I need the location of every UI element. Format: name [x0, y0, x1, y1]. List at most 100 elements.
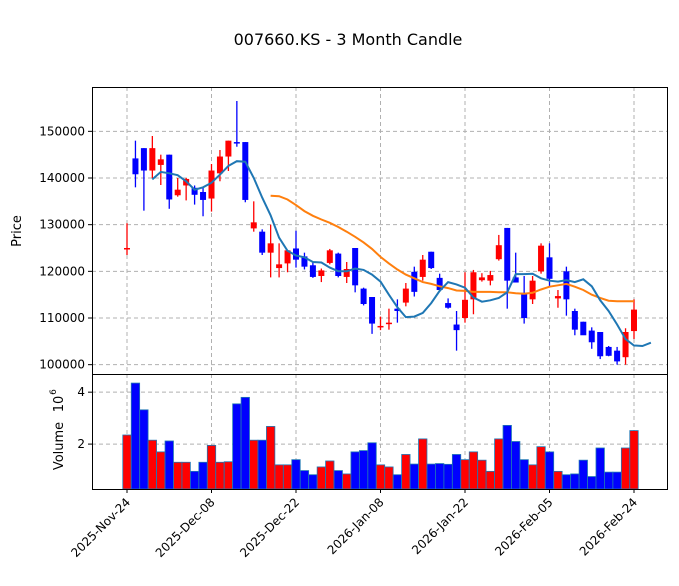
x-tick-label: 2025-Nov-24 [68, 495, 133, 560]
volume-bar [485, 470, 495, 490]
candle [360, 288, 367, 304]
candle [445, 303, 452, 308]
volume-bar [494, 438, 504, 490]
moving-average-lines [151, 160, 652, 348]
candle [369, 297, 376, 324]
volume-bar [578, 459, 588, 490]
candle [318, 270, 325, 276]
x-tick-label: 2026-Jan-22 [409, 495, 471, 557]
volume-bar [409, 463, 419, 490]
volume-bar [468, 451, 479, 490]
price-tick-label: 110000 [39, 311, 85, 325]
volume-bar [401, 454, 411, 490]
volume-bar [181, 461, 191, 490]
candle [301, 256, 308, 267]
volume-bar [325, 460, 335, 490]
x-tick-label: 2025-Dec-22 [237, 495, 302, 560]
volume-bar [147, 439, 157, 490]
candle [419, 259, 426, 277]
candle [191, 187, 198, 195]
volume-tick-label: 4 [77, 385, 85, 399]
candle [174, 189, 181, 196]
volume-bar [595, 447, 605, 490]
volume-bar [156, 451, 166, 490]
price-tick-label: 130000 [39, 218, 85, 232]
candle [453, 324, 460, 331]
volume-bar [249, 439, 259, 490]
volume-label-text: Volume [52, 422, 67, 470]
candle [377, 325, 384, 328]
volume-bar [122, 434, 132, 490]
volume-bar [358, 450, 369, 490]
volume-bar [367, 442, 377, 490]
candle [233, 142, 240, 144]
volume-bar [308, 474, 318, 490]
volume-bar [282, 464, 293, 490]
candle [462, 299, 468, 318]
volume-bar [342, 473, 352, 490]
volume-bar [612, 471, 622, 490]
volume-bar [553, 470, 563, 490]
x-tick-label: 2026-Jan-08 [325, 495, 387, 557]
volume-bar [299, 470, 310, 490]
volume-bar [629, 430, 639, 490]
price-y-axis: 100000 110000 120000 130000 140000 150000 [39, 124, 92, 372]
volume-bar [198, 461, 208, 490]
chart-title: 007660.KS - 3 Month Candle [234, 30, 463, 49]
candle [293, 248, 299, 260]
price-tick-label: 140000 [39, 171, 85, 185]
candle [580, 321, 587, 336]
candle [554, 296, 561, 299]
volume-bar [130, 382, 141, 490]
volume-bar [375, 464, 386, 490]
volume-bar [570, 473, 580, 490]
volume-bar [384, 466, 394, 490]
x-tick-label: 2025-Dec-08 [153, 495, 218, 560]
candle [402, 288, 409, 303]
volume-bar [443, 463, 453, 490]
candle [343, 269, 350, 277]
volume-bar [561, 474, 572, 490]
volume-bar [333, 470, 343, 490]
candle [487, 275, 494, 281]
volume-bar [620, 447, 631, 490]
volume-bar [451, 454, 462, 490]
candle [529, 280, 536, 300]
candle [631, 309, 637, 332]
price-tick-label: 100000 [39, 358, 85, 372]
volume-bar [257, 439, 267, 490]
candle [614, 350, 621, 362]
candle [563, 271, 570, 300]
candle [200, 192, 207, 200]
volume-bar [223, 461, 233, 490]
candle [597, 332, 604, 357]
candle [512, 277, 519, 283]
candle [124, 248, 130, 250]
volume-bar [528, 464, 538, 490]
candle [216, 156, 223, 174]
volume-y-axis: 24 [77, 385, 92, 451]
candle [149, 148, 156, 171]
volume-bar [189, 470, 200, 490]
volume-bar [426, 463, 436, 490]
price-y-label: Price [10, 215, 25, 247]
volume-bar [435, 463, 445, 490]
candle [436, 277, 443, 290]
volume-bar [519, 459, 529, 490]
x-tick-label: 2026-Feb-24 [577, 495, 640, 558]
candle [622, 332, 629, 358]
volume-bar [502, 424, 512, 490]
candle [309, 265, 316, 277]
candle [166, 154, 173, 200]
candle [208, 170, 215, 199]
volume-bar [266, 426, 276, 490]
candle [571, 311, 578, 330]
candle [132, 158, 139, 175]
volume-bar [139, 409, 149, 490]
candle [546, 257, 553, 279]
volume-bar [291, 459, 301, 490]
volume-bar [536, 446, 546, 490]
candle [538, 245, 545, 272]
candles [124, 101, 637, 365]
